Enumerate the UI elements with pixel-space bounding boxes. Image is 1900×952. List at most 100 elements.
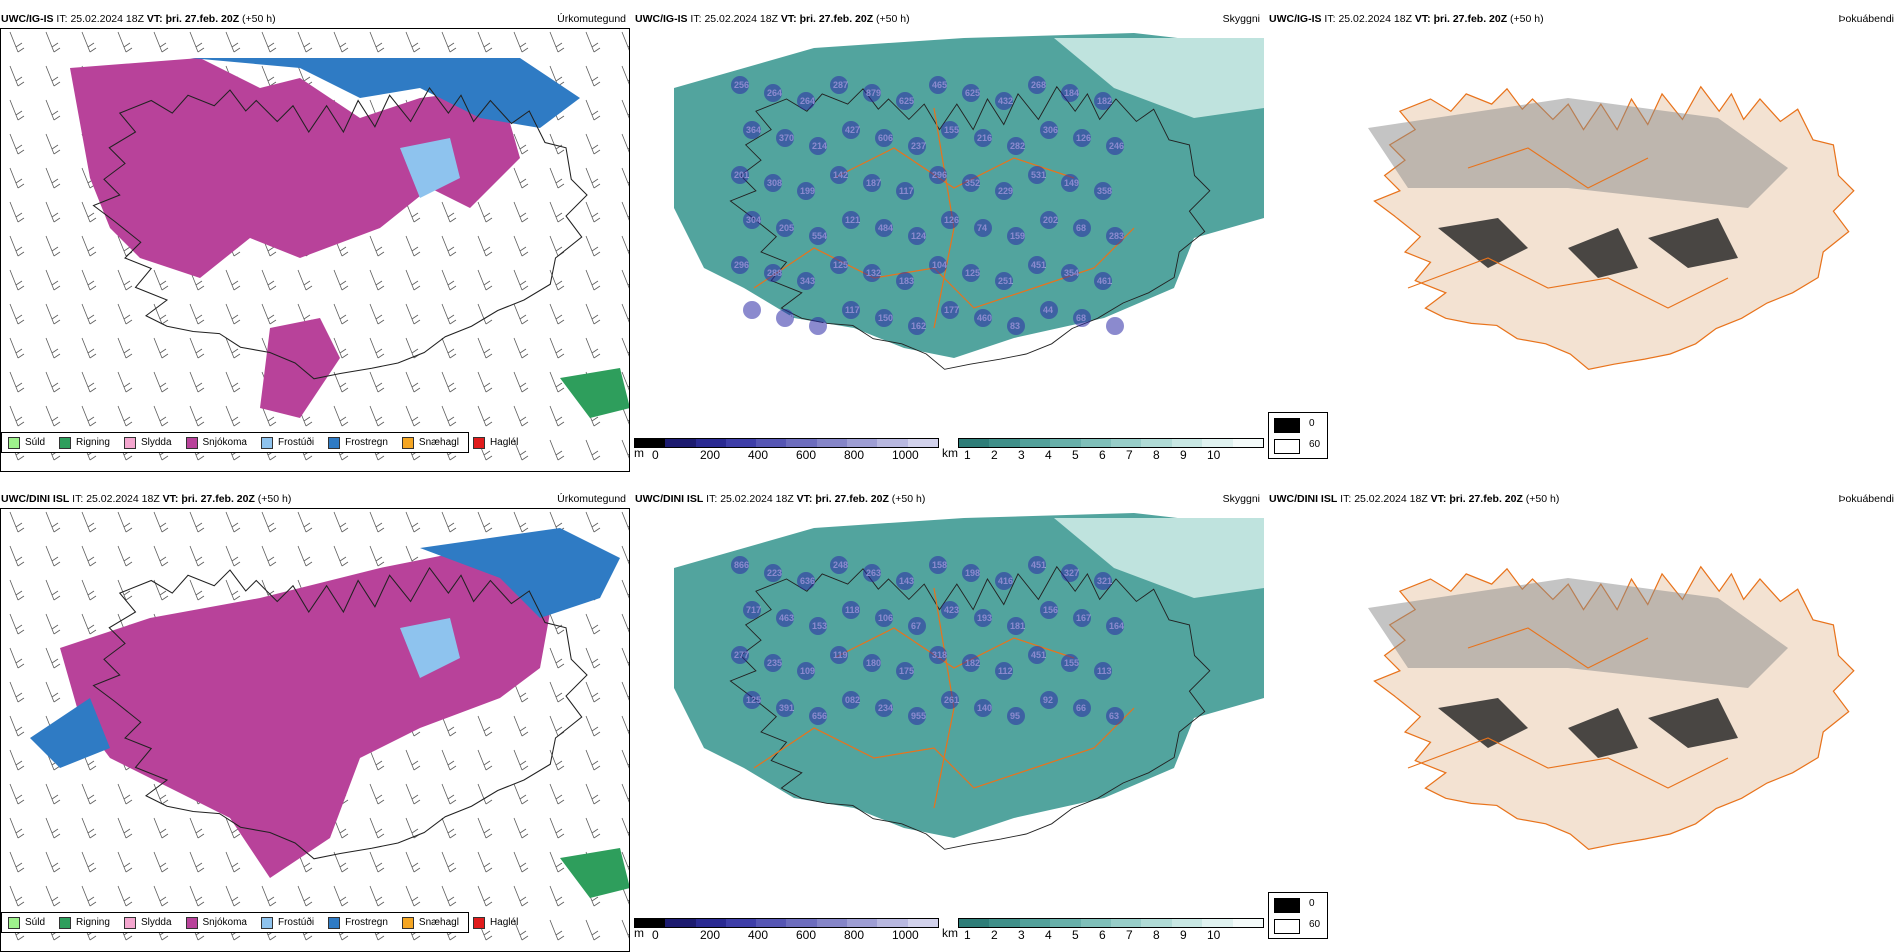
legend-swatch [328,436,341,449]
scale-tick: 200 [700,448,721,462]
scale-tick: 9 [1180,928,1187,942]
fog-swatch-light [1274,439,1300,454]
low-cloud-cell [929,256,947,274]
panel-type-label: Þokuábendi [1838,13,1894,25]
low-cloud-cell [830,556,848,574]
roads [1407,627,1729,789]
precip-type-panel: UWC/IG-IS IT: 25.02.2024 18Z VT: þri. 27… [0,13,630,472]
snow-area [70,58,520,278]
scale-tick: 1 [964,448,971,462]
fog-map [1368,86,1855,370]
low-cloud-cell [731,556,749,574]
low-cloud-cell [908,617,926,635]
panel-header: UWC/DINI ISL IT: 25.02.2024 18Z VT: þri.… [1269,493,1560,505]
km-unit: km [942,926,958,940]
low-cloud-cell [995,272,1013,290]
low-cloud-cell [1106,227,1124,245]
precip-legend: Súld Rigning Slydda Snjókoma Frostúði Frostre… [1,912,518,933]
fog-dark-area [1438,698,1738,758]
low-cloud-cell [1061,174,1079,192]
low-cloud-cell [1028,166,1046,184]
low-cloud-cell [962,264,980,282]
low-cloud-cell [809,317,827,335]
low-cloud-cell [896,272,914,290]
scale-tick: 1000 [892,928,919,942]
low-cloud-cell [863,654,881,672]
low-cloud-cell [908,137,926,155]
low-cloud-cell [809,617,827,635]
low-cloud-cell [1106,317,1124,335]
low-cloud-cell [929,646,947,664]
low-cloud-cell [743,211,761,229]
legend-swatch [260,916,273,929]
panel-type-label: Þokuábendi [1838,493,1894,505]
low-cloud-cell [875,129,893,147]
low-cloud-cell [1073,309,1091,327]
low-cloud-cell [875,609,893,627]
low-cloud-cell [830,76,848,94]
low-cloud-cell [1007,227,1025,245]
visibility-colorbar [958,438,1264,448]
low-cloud-cell [1094,272,1112,290]
legend-item: Súld [8,916,45,929]
scale-tick: 1000 [892,448,919,462]
low-cloud-cell [1028,256,1046,274]
low-cloud-cell [731,76,749,94]
fog-index-panel: UWC/IG-IS IT: 25.02.2024 18Z VT: þri. 27… [1268,13,1898,472]
low-cloud-cell [1073,699,1091,717]
visibility-map: 8662236362482631431581984164513273217174… [674,513,1264,850]
freezing-rain-area [420,528,620,618]
low-cloud-cell [731,256,749,274]
low-cloud-cell [896,572,914,590]
low-cloud-cell [908,227,926,245]
legend-swatch [59,916,72,929]
scale-tick: 400 [748,928,769,942]
fog-grey-area [1368,578,1788,688]
low-cloud-cell [974,129,992,147]
low-cloud-cell [1007,137,1025,155]
scale-tick: 600 [796,928,817,942]
scale-tick: 800 [844,928,865,942]
scale-tick: 8 [1153,448,1160,462]
legend-swatch [260,436,273,449]
low-cloud-cell [974,609,992,627]
low-cloud-cell [809,707,827,725]
low-cloud-cell [764,84,782,102]
panel-header: UWC/IG-IS IT: 25.02.2024 18Z VT: þri. 27… [1,13,276,25]
visibility-area [674,33,1264,358]
legend-swatch [8,916,20,929]
low-cloud-cell [974,309,992,327]
low-cloud-cell [1040,301,1058,319]
legend-swatch [8,436,20,449]
scale-tick: 5 [1072,448,1079,462]
panel-header: UWC/IG-IS IT: 25.02.2024 18Z VT: þri. 27… [1269,13,1544,25]
freezing-drizzle-area [400,618,460,678]
precip-legend: Súld Rigning Slydda Snjókoma Frostúði Frostre… [1,432,518,453]
low-cloud-cell [863,264,881,282]
panel-type-label: Skyggni [1222,13,1260,25]
legend-item: Snæhagl [401,916,459,929]
scale-tick: 3 [1018,448,1025,462]
low-cloud-cell [1073,609,1091,627]
low-cloud-cell [962,564,980,582]
low-cloud-cell [1106,137,1124,155]
low-cloud-cell [731,646,749,664]
low-cloud-cell [1040,691,1058,709]
panel-type-label: Úrkomutegund [557,13,626,25]
low-cloud-cell [797,182,815,200]
low-cloud-cell [863,564,881,582]
low-cloud-cell [1106,707,1124,725]
low-cloud-cell [908,707,926,725]
legend-swatch [472,436,485,449]
low-cloud-cell [974,699,992,717]
legend-swatch [185,436,198,449]
low-cloud-cell [830,256,848,274]
legend-swatch [59,436,72,449]
rain-area [560,848,630,898]
low-cloud-cell [764,264,782,282]
scale-tick: 0 [652,928,659,942]
low-cloud-cell [842,301,860,319]
low-cloud-cell [941,211,959,229]
km-unit: km [942,446,958,460]
cloud-visibility-panel: UWC/IG-IS IT: 25.02.2024 18Z VT: þri. 27… [634,13,1264,472]
